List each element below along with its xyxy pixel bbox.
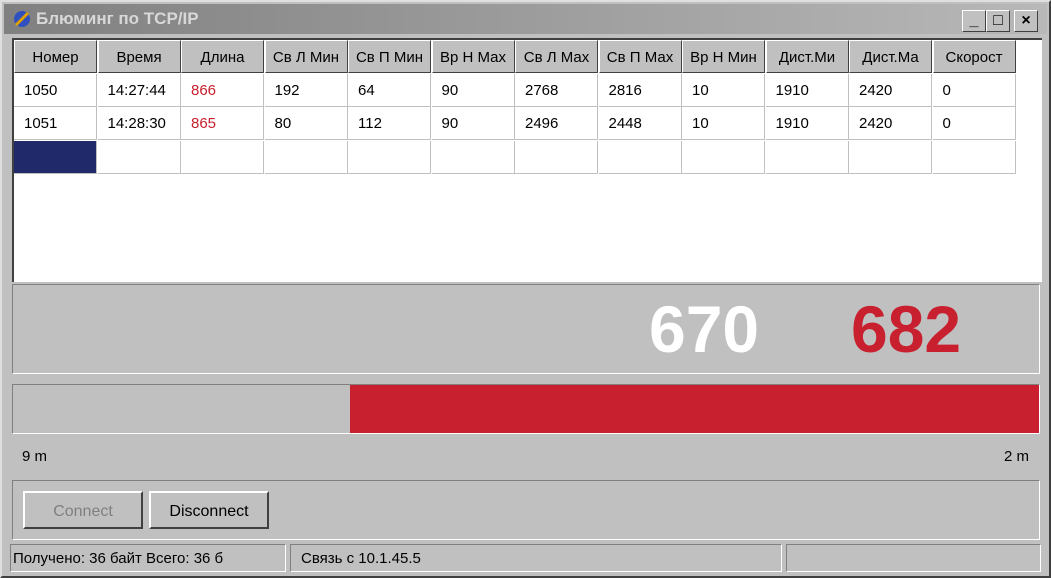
table-cell: 90 bbox=[431, 107, 515, 140]
target-length: 682 bbox=[851, 292, 962, 366]
app-icon bbox=[14, 11, 30, 27]
empty-cell bbox=[765, 140, 849, 174]
scale-right-label: 2 m bbox=[1003, 448, 1029, 465]
button-panel: Connect Disconnect bbox=[12, 480, 1040, 540]
empty-cell bbox=[515, 140, 598, 174]
empty-cell bbox=[14, 140, 97, 174]
progress-bar bbox=[12, 384, 1040, 434]
table-cell: 1910 bbox=[765, 73, 849, 107]
table-cell: 866 bbox=[181, 73, 264, 107]
empty-cell bbox=[682, 140, 765, 174]
empty-cell bbox=[431, 140, 515, 174]
empty-cell bbox=[181, 140, 264, 174]
table-cell: 2768 bbox=[515, 73, 598, 107]
table-cell: 1050 bbox=[14, 73, 97, 107]
table-cell: 112 bbox=[348, 107, 431, 140]
empty-cell bbox=[348, 140, 431, 174]
table-cell: 14:27:44 bbox=[97, 73, 181, 107]
table-cell: 2420 bbox=[849, 73, 932, 107]
table-cell: 1910 bbox=[765, 107, 849, 140]
table-cell: 1051 bbox=[14, 107, 97, 140]
column-header: Св П Мах bbox=[598, 40, 682, 73]
connect-button[interactable]: Connect bbox=[23, 491, 143, 529]
column-header: Дист.Ма bbox=[849, 40, 932, 73]
status-received: Получено: 36 байт Всего: 36 б bbox=[10, 544, 286, 572]
progress-fill bbox=[350, 385, 1039, 433]
column-header: Длина bbox=[181, 40, 264, 73]
data-grid: Номер Время Длина Св Л Мин Св П Мин Вр Н Мах С… bbox=[12, 38, 1042, 282]
table-cell: 2816 bbox=[598, 73, 682, 107]
disconnect-button[interactable]: Disconnect bbox=[149, 491, 269, 529]
table-cell: 10 bbox=[682, 73, 765, 107]
table-cell: 2420 bbox=[849, 107, 932, 140]
table-cell: 10 bbox=[682, 107, 765, 140]
column-header: Время bbox=[97, 40, 181, 73]
table-cell: 2448 bbox=[598, 107, 682, 140]
column-header: Скорост bbox=[932, 40, 1016, 73]
table-cell: 0 bbox=[932, 107, 1016, 140]
current-length: 670 bbox=[649, 292, 760, 366]
close-button[interactable]: × bbox=[1014, 10, 1038, 32]
empty-cell bbox=[849, 140, 932, 174]
column-header: Номер bbox=[14, 40, 97, 73]
column-header: Дист.Ми bbox=[765, 40, 849, 73]
minimize-button[interactable]: _ bbox=[962, 10, 986, 32]
length-display: 670 682 bbox=[12, 284, 1040, 374]
table-cell: 865 bbox=[181, 107, 264, 140]
status-connection: Связь с 10.1.45.5 bbox=[290, 544, 782, 572]
table-cell: 90 bbox=[431, 73, 515, 107]
title-bar: Блюминг по TCP/IP _ □ × bbox=[4, 4, 1047, 34]
column-header: Св Л Мин bbox=[264, 40, 348, 73]
window-title: Блюминг по TCP/IP bbox=[36, 9, 199, 28]
empty-cell bbox=[97, 140, 181, 174]
column-header: Вр Н Мин bbox=[682, 40, 765, 73]
table-cell: 2496 bbox=[515, 107, 598, 140]
empty-cell bbox=[598, 140, 682, 174]
table-cell: 0 bbox=[932, 73, 1016, 107]
empty-cell bbox=[264, 140, 348, 174]
column-header: Св Л Мах bbox=[515, 40, 598, 73]
table-cell: 80 bbox=[264, 107, 348, 140]
table-cell: 192 bbox=[264, 73, 348, 107]
column-header: Вр Н Мах bbox=[431, 40, 515, 73]
table-cell: 64 bbox=[348, 73, 431, 107]
table-cell: 14:28:30 bbox=[97, 107, 181, 140]
scale-left-label: 9 m bbox=[22, 448, 48, 465]
column-header: Св П Мин bbox=[348, 40, 431, 73]
empty-cell bbox=[932, 140, 1016, 174]
status-empty bbox=[786, 544, 1041, 572]
maximize-button[interactable]: □ bbox=[986, 10, 1010, 32]
